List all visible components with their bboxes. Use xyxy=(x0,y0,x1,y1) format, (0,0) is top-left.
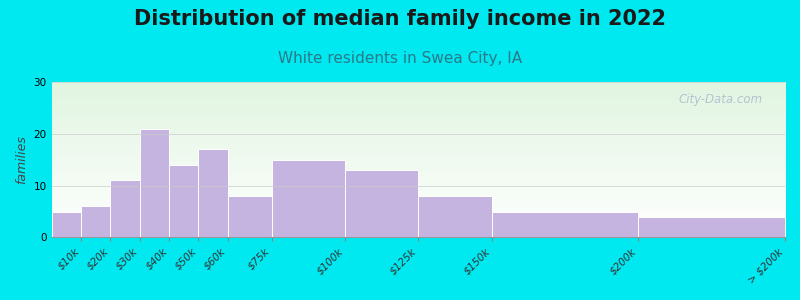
Bar xyxy=(198,149,227,237)
Bar xyxy=(227,196,271,237)
Text: White residents in Swea City, IA: White residents in Swea City, IA xyxy=(278,51,522,66)
Bar xyxy=(271,160,345,237)
Bar xyxy=(51,212,81,237)
Bar xyxy=(110,180,139,237)
Bar xyxy=(638,217,785,237)
Bar xyxy=(418,196,492,237)
Bar xyxy=(81,206,110,237)
Y-axis label: families: families xyxy=(15,135,28,184)
Bar xyxy=(139,129,169,237)
Bar xyxy=(492,212,638,237)
Bar xyxy=(169,165,198,237)
Text: Distribution of median family income in 2022: Distribution of median family income in … xyxy=(134,9,666,29)
Bar xyxy=(345,170,418,237)
Text: City-Data.com: City-Data.com xyxy=(679,93,763,106)
